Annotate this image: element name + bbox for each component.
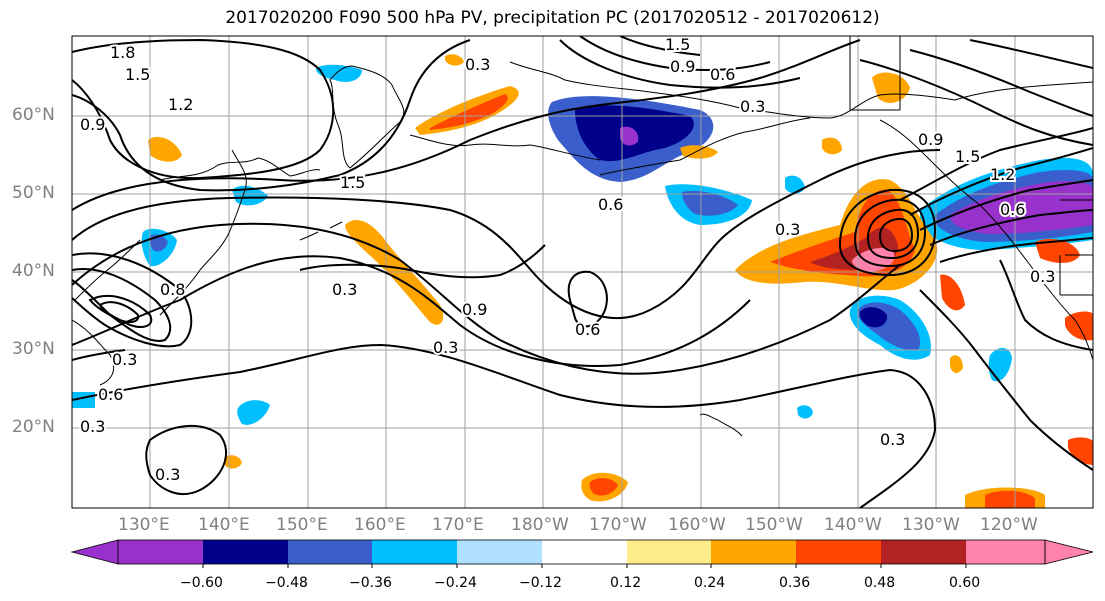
precip-negative-w-mid: [237, 400, 270, 425]
contour-label: 0.3: [155, 465, 180, 484]
colorbar-tick-label: 0.60: [949, 575, 981, 591]
colorbar-segment: [881, 540, 966, 564]
contour-label: 0.3: [80, 417, 105, 436]
lon-label: 150°W: [745, 515, 803, 535]
colorbar-tick-label: −0.48: [265, 575, 308, 591]
precip-negative-w-small: [797, 405, 813, 419]
precip-negative-alaska-peak: [620, 126, 639, 146]
lat-label: 30°N: [12, 339, 55, 359]
lon-label: 130°W: [902, 515, 960, 535]
colorbar-tick-label: 0.48: [864, 575, 896, 591]
contour-label: 0.9: [80, 115, 105, 134]
contour-label: 1.5: [955, 147, 980, 166]
lon-label: 170°E: [432, 515, 484, 535]
contour-label: 0.9: [670, 57, 695, 76]
contour-label: 0.3: [433, 338, 458, 357]
colorbar-tick-label: −0.24: [434, 575, 477, 591]
precip-shading: [72, 54, 1093, 508]
colorbar-segment: [203, 540, 288, 564]
lon-label: 140°E: [198, 515, 250, 535]
precip-positive-cal: [1035, 238, 1080, 263]
colorbar-segment: [711, 540, 796, 564]
contour-label: 0.3: [332, 280, 357, 299]
figure-title: 2017020200 F090 500 hPa PV, precipitatio…: [225, 8, 880, 28]
precip-positive-e-edge: [1068, 437, 1093, 465]
precip-positive-okhotsk: [148, 136, 182, 162]
contour-label: 0.3: [1030, 267, 1055, 286]
lon-label: 120°W: [980, 515, 1038, 535]
precip-positive-bering-inner: [430, 94, 508, 130]
contour-label: 0.3: [880, 430, 905, 449]
precip-negative-gulf-inner: [682, 190, 738, 216]
precip-positive-sw: [445, 54, 464, 66]
lon-label: 180°W: [511, 515, 569, 535]
colorbar-tick-label: 0.36: [779, 575, 811, 591]
contour-label: 0.8: [160, 280, 185, 299]
contour-label: 0.3: [465, 55, 490, 74]
contour-label: 1.5: [125, 65, 150, 84]
contour-label: 0.9: [462, 300, 487, 319]
map-content: 1.8 1.5 1.2 0.9 0.3 1.5 0.9 0.6 0.3 0.9 …: [72, 35, 1093, 508]
lat-label: 20°N: [12, 417, 55, 437]
lat-label: 60°N: [12, 105, 55, 125]
colorbar-segment: [457, 540, 542, 564]
contour-label: 0.6: [98, 385, 123, 404]
pv-contours: [72, 36, 1093, 508]
contour-label: 1.5: [665, 35, 690, 54]
colorbar-tick-label: −0.36: [349, 575, 392, 591]
colorbar-segment: [627, 540, 711, 564]
colorbar-tick-label: 0.24: [694, 575, 726, 591]
colorbar: [70, 539, 1094, 568]
colorbar-tick-label: 0.12: [610, 575, 642, 591]
lon-label: 160°E: [354, 515, 406, 535]
contour-label: 1.8: [110, 43, 135, 62]
lon-label: 130°E: [118, 515, 170, 535]
contour-label: 0.6: [1000, 200, 1025, 219]
map-frame: [71, 35, 1094, 509]
colorbar-segment: [372, 540, 457, 564]
precip-negative-se: [988, 347, 1012, 382]
contour-label: 0.6: [598, 195, 623, 214]
colorbar-segment: [542, 540, 627, 564]
precip-positive-se-inner: [985, 490, 1035, 508]
precip-negative-kamchatka: [315, 64, 362, 82]
contour-label: 0.3: [112, 350, 137, 369]
precip-positive-sub-eq-inner: [589, 478, 618, 496]
colorbar-extend-low: [70, 539, 119, 565]
precip-positive-small-ne: [822, 137, 842, 155]
precip-positive-mid: [940, 274, 965, 311]
lon-label: 140°W: [824, 515, 882, 535]
contour-label: 0.6: [710, 65, 735, 84]
colorbar-segment: [288, 540, 372, 564]
lat-label: 40°N: [12, 261, 55, 281]
contour-label: 1.2: [168, 95, 193, 114]
contour-label: 1.2: [990, 165, 1015, 184]
contour-label: 0.6: [575, 320, 600, 339]
lat-label: 50°N: [12, 183, 55, 203]
precip-negative-south-core: [859, 307, 888, 328]
colorbar-tick-label: −0.12: [519, 575, 562, 591]
lon-label: 160°W: [668, 515, 726, 535]
contour-labels: 1.8 1.5 1.2 0.9 0.3 1.5 0.9 0.6 0.3 0.9 …: [78, 35, 1057, 486]
colorbar-outline: [117, 539, 1046, 565]
colorbar-tick-label: −0.60: [180, 575, 223, 591]
contour-label: 0.3: [740, 97, 765, 116]
colorbar-segment: [796, 540, 881, 564]
lon-label: 170°W: [589, 515, 647, 535]
colorbar-extend-high: [1044, 539, 1094, 565]
contour-label: 1.5: [340, 173, 365, 192]
colorbar-segment: [118, 540, 203, 564]
precip-positive-hawaii-e: [950, 355, 963, 374]
contour-label: 0.3: [775, 220, 800, 239]
lon-label: 150°E: [276, 515, 328, 535]
colorbar-segment: [966, 540, 1045, 564]
contour-label: 0.9: [918, 130, 943, 149]
